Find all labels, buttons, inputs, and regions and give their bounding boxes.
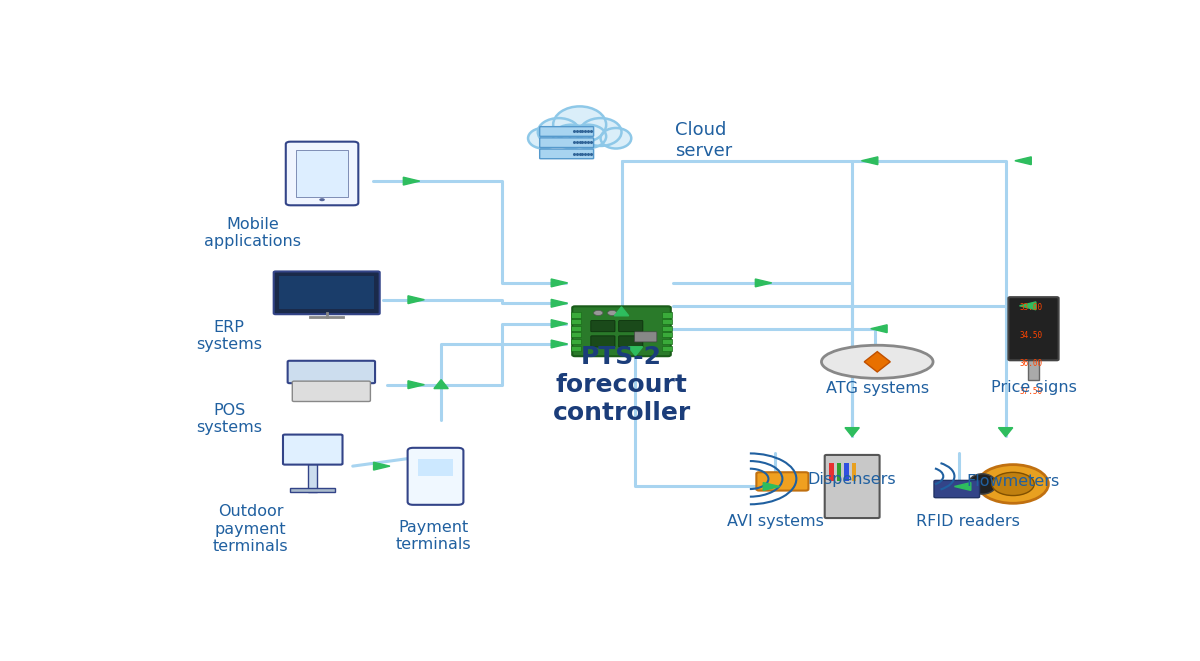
Text: 34.50: 34.50: [1020, 331, 1043, 340]
FancyBboxPatch shape: [662, 326, 672, 330]
Polygon shape: [864, 352, 890, 372]
FancyBboxPatch shape: [662, 332, 672, 337]
Polygon shape: [373, 462, 390, 470]
FancyBboxPatch shape: [662, 346, 672, 350]
FancyBboxPatch shape: [408, 447, 463, 505]
FancyBboxPatch shape: [418, 459, 454, 477]
FancyBboxPatch shape: [571, 332, 581, 337]
Polygon shape: [551, 299, 568, 307]
Text: ATG systems: ATG systems: [826, 381, 929, 396]
FancyBboxPatch shape: [288, 361, 376, 383]
Polygon shape: [871, 325, 887, 332]
Text: RFID readers: RFID readers: [917, 514, 1020, 529]
FancyBboxPatch shape: [308, 463, 317, 492]
Ellipse shape: [528, 128, 559, 149]
Circle shape: [607, 311, 617, 315]
FancyBboxPatch shape: [829, 463, 834, 481]
Text: Price signs: Price signs: [990, 379, 1076, 395]
Polygon shape: [614, 307, 629, 316]
Ellipse shape: [553, 106, 606, 143]
Ellipse shape: [600, 128, 631, 149]
FancyBboxPatch shape: [852, 463, 857, 481]
Polygon shape: [1015, 157, 1031, 165]
FancyBboxPatch shape: [293, 381, 371, 401]
FancyBboxPatch shape: [635, 332, 656, 342]
Polygon shape: [408, 381, 425, 389]
Polygon shape: [434, 379, 449, 389]
FancyBboxPatch shape: [283, 434, 342, 465]
Text: AVI systems: AVI systems: [726, 514, 823, 529]
Ellipse shape: [580, 118, 622, 146]
FancyBboxPatch shape: [540, 149, 594, 159]
FancyBboxPatch shape: [536, 129, 623, 143]
Text: Dispensers: Dispensers: [808, 472, 896, 487]
FancyBboxPatch shape: [619, 336, 643, 347]
Ellipse shape: [570, 125, 606, 148]
FancyBboxPatch shape: [571, 326, 581, 330]
Polygon shape: [551, 340, 568, 348]
FancyBboxPatch shape: [280, 276, 374, 309]
Circle shape: [594, 311, 602, 315]
FancyBboxPatch shape: [590, 321, 616, 332]
FancyBboxPatch shape: [662, 319, 672, 324]
Text: Cloud
server: Cloud server: [676, 121, 733, 160]
FancyBboxPatch shape: [540, 138, 594, 147]
Polygon shape: [998, 428, 1013, 437]
Text: 33.00: 33.00: [1020, 303, 1043, 313]
FancyBboxPatch shape: [571, 313, 581, 317]
FancyBboxPatch shape: [590, 336, 616, 347]
Polygon shape: [408, 295, 425, 303]
FancyBboxPatch shape: [540, 127, 594, 136]
Polygon shape: [1020, 302, 1036, 310]
FancyBboxPatch shape: [572, 306, 671, 356]
FancyBboxPatch shape: [845, 463, 848, 481]
FancyBboxPatch shape: [824, 455, 880, 518]
Polygon shape: [551, 320, 568, 328]
Polygon shape: [862, 157, 878, 165]
FancyBboxPatch shape: [619, 321, 643, 332]
Text: POS
systems: POS systems: [196, 403, 262, 435]
FancyBboxPatch shape: [571, 346, 581, 350]
Polygon shape: [403, 177, 420, 185]
Text: 37.50: 37.50: [1020, 387, 1043, 397]
Circle shape: [319, 198, 325, 201]
Polygon shape: [954, 483, 971, 490]
Text: 36.00: 36.00: [1020, 360, 1043, 368]
Text: Payment
terminals: Payment terminals: [396, 520, 472, 552]
Ellipse shape: [968, 474, 996, 494]
Polygon shape: [763, 483, 780, 490]
Text: Flowmeters: Flowmeters: [966, 474, 1060, 488]
Text: Outdoor
payment
terminals: Outdoor payment terminals: [212, 504, 288, 554]
Ellipse shape: [538, 118, 580, 146]
FancyBboxPatch shape: [296, 150, 348, 196]
FancyBboxPatch shape: [1008, 297, 1058, 360]
FancyBboxPatch shape: [1028, 360, 1039, 379]
Polygon shape: [629, 347, 643, 356]
Polygon shape: [845, 428, 859, 437]
Ellipse shape: [553, 125, 589, 148]
FancyBboxPatch shape: [286, 141, 359, 206]
Polygon shape: [551, 279, 568, 287]
Text: Mobile
applications: Mobile applications: [204, 217, 301, 249]
Text: PTS-2
forecourt
controller: PTS-2 forecourt controller: [552, 345, 691, 424]
FancyBboxPatch shape: [290, 488, 335, 492]
FancyBboxPatch shape: [571, 319, 581, 324]
FancyBboxPatch shape: [571, 339, 581, 344]
FancyBboxPatch shape: [274, 272, 379, 314]
FancyBboxPatch shape: [756, 472, 809, 490]
Circle shape: [978, 465, 1049, 503]
FancyBboxPatch shape: [934, 481, 979, 498]
Polygon shape: [755, 279, 772, 287]
FancyBboxPatch shape: [836, 463, 841, 481]
Text: ERP
systems: ERP systems: [196, 319, 262, 352]
Ellipse shape: [822, 345, 934, 378]
FancyBboxPatch shape: [662, 339, 672, 344]
FancyBboxPatch shape: [662, 313, 672, 317]
Circle shape: [992, 473, 1034, 496]
